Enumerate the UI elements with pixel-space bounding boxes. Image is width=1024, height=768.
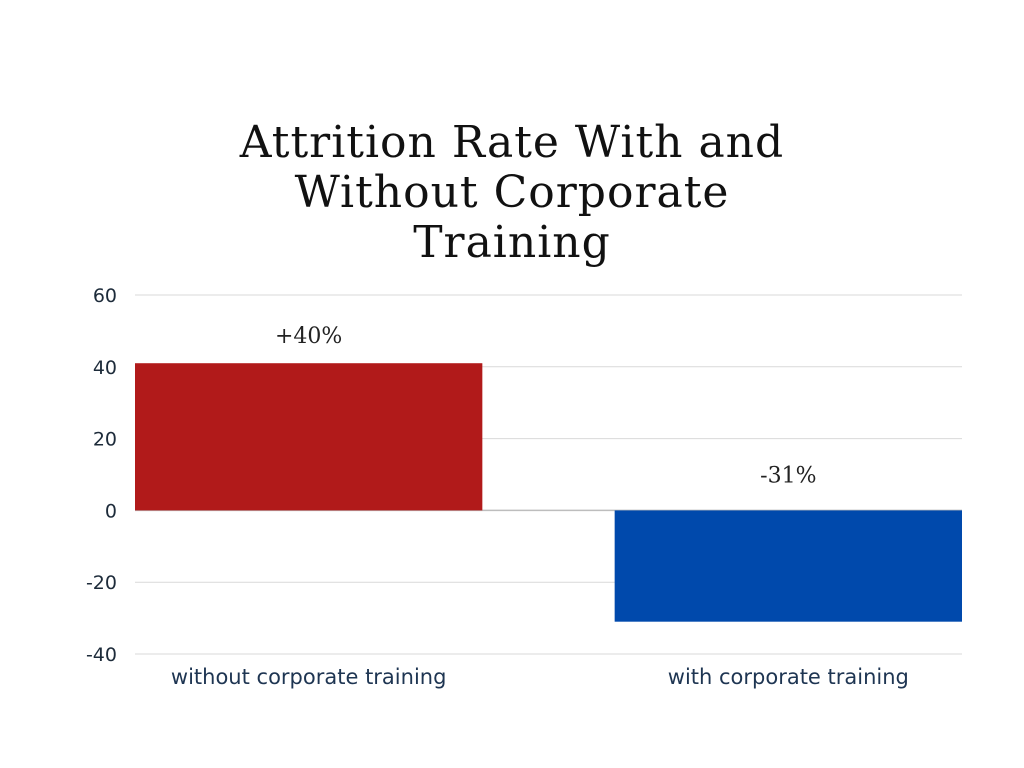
y-tick-label: 0 <box>105 500 117 522</box>
category-label: with corporate training <box>668 665 909 689</box>
y-tick-label: 40 <box>93 357 117 379</box>
y-tick-label: 20 <box>93 429 117 451</box>
y-tick-label: -20 <box>86 572 117 594</box>
bar <box>135 363 483 511</box>
data-label: -31% <box>760 463 816 488</box>
chart-title: Attrition Rate With and Without Corporat… <box>212 118 812 268</box>
y-tick-label: 60 <box>93 285 117 307</box>
chart-title-line-3: Training <box>413 217 611 268</box>
chart-title-line-2: Without Corporate <box>294 167 730 218</box>
y-tick-label: -40 <box>86 644 117 666</box>
category-label: without corporate training <box>171 665 447 689</box>
bar <box>614 510 962 622</box>
chart-title-line-1: Attrition Rate With and <box>239 117 785 168</box>
data-label: +40% <box>275 324 342 349</box>
